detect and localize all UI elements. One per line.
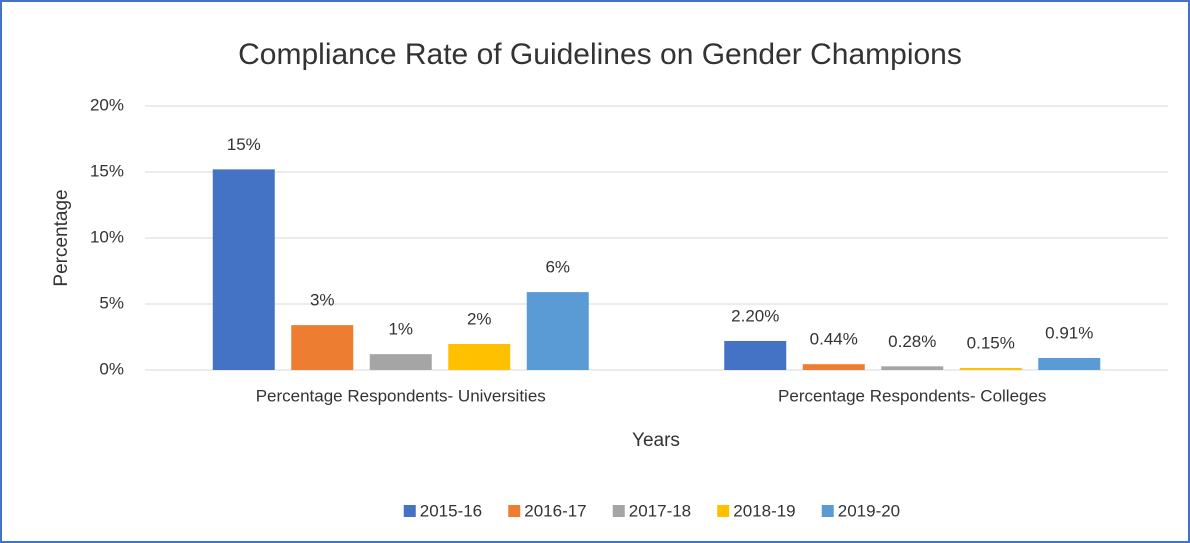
data-label: 0.15% <box>967 334 1015 353</box>
bar <box>212 169 275 370</box>
x-axis-title: Years <box>632 430 680 451</box>
x-tick-label: Percentage Respondents- Universities <box>256 386 546 405</box>
bar <box>369 354 432 370</box>
y-tick-label: 15% <box>90 161 124 180</box>
bar <box>448 343 511 370</box>
legend-label: 2016-17 <box>524 501 586 520</box>
data-label: 2% <box>467 309 492 328</box>
legend-label: 2017-18 <box>629 501 691 520</box>
data-label: 0.28% <box>888 332 936 351</box>
data-label: 3% <box>310 291 335 310</box>
data-label: 0.91% <box>1045 323 1093 342</box>
data-label: 0.44% <box>810 330 858 349</box>
bar <box>802 364 865 370</box>
bar <box>291 325 354 370</box>
bar <box>1038 357 1101 370</box>
bar <box>881 366 944 370</box>
x-tick-label: Percentage Respondents- Colleges <box>778 386 1046 405</box>
bar <box>526 292 589 370</box>
y-axis-title: Percentage <box>51 189 72 286</box>
y-tick-label: 0% <box>99 359 124 378</box>
data-label: 15% <box>227 135 261 154</box>
y-tick-label: 10% <box>90 227 124 246</box>
legend-swatch <box>508 505 521 517</box>
legend-label: 2015-16 <box>420 501 482 520</box>
legend-swatch <box>403 505 416 517</box>
legend-label: 2019-20 <box>838 501 900 520</box>
data-label: 6% <box>545 258 570 277</box>
legend-label: 2018-19 <box>733 501 795 520</box>
bar <box>724 340 787 370</box>
y-tick-label: 5% <box>99 293 124 312</box>
legend-swatch <box>821 505 834 517</box>
data-label: 1% <box>388 320 413 339</box>
bar <box>959 368 1022 370</box>
data-label: 2.20% <box>731 306 779 325</box>
y-tick-label: 20% <box>90 95 124 114</box>
legend-swatch <box>717 505 730 517</box>
chart-title: Compliance Rate of Guidelines on Gender … <box>238 38 962 71</box>
legend-swatch <box>612 505 625 517</box>
